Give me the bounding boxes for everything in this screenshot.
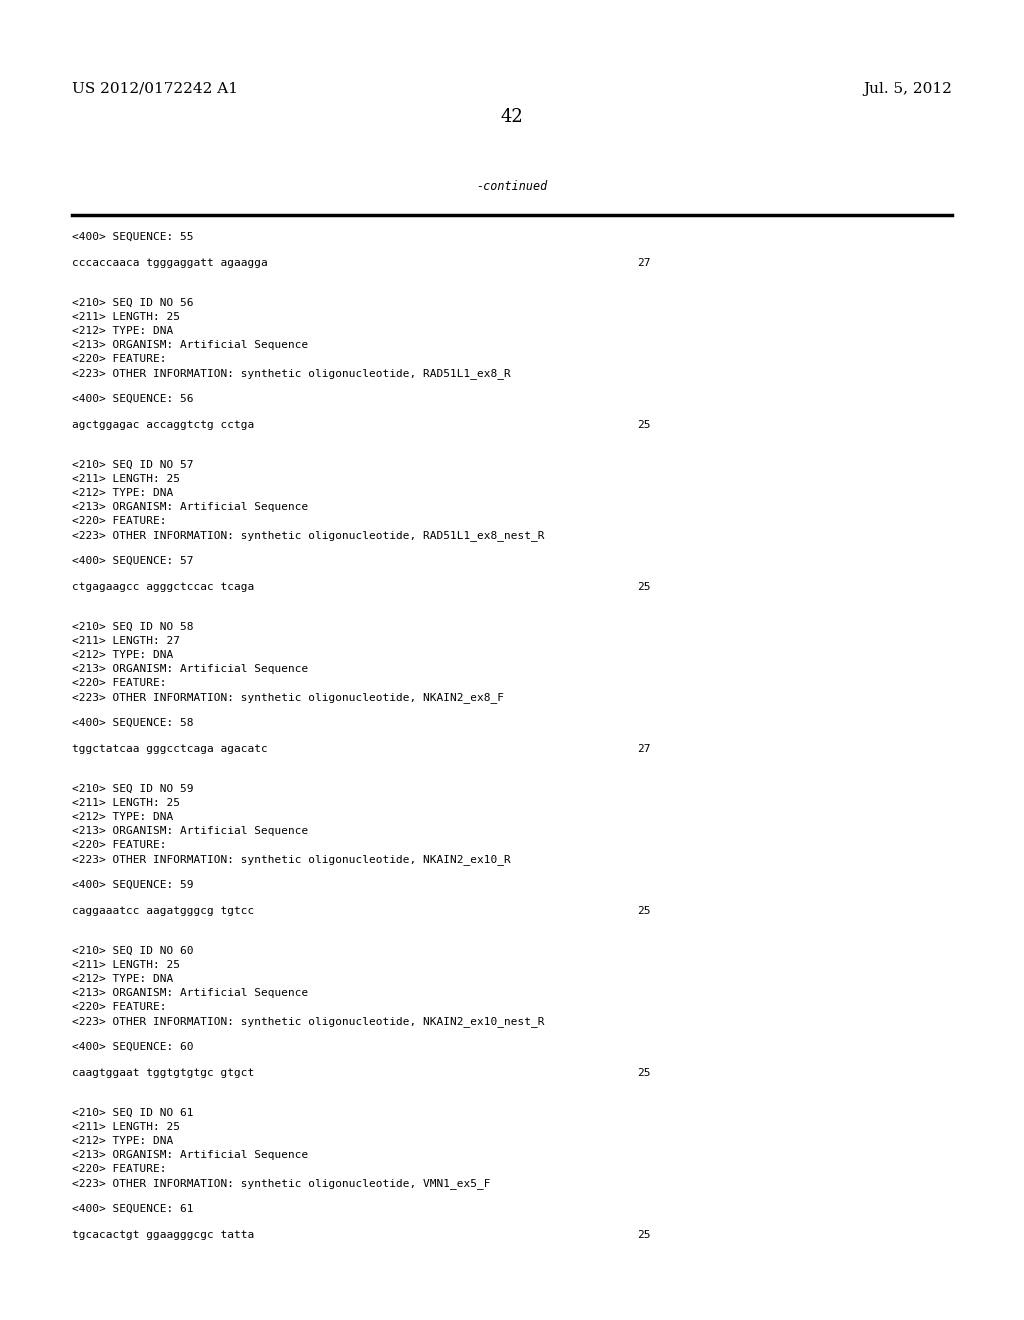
- Text: caagtggaat tggtgtgtgc gtgct: caagtggaat tggtgtgtgc gtgct: [72, 1068, 254, 1078]
- Text: <213> ORGANISM: Artificial Sequence: <213> ORGANISM: Artificial Sequence: [72, 341, 308, 350]
- Text: tgcacactgt ggaagggcgc tatta: tgcacactgt ggaagggcgc tatta: [72, 1230, 254, 1239]
- Text: <211> LENGTH: 27: <211> LENGTH: 27: [72, 636, 180, 645]
- Text: <223> OTHER INFORMATION: synthetic oligonucleotide, NKAIN2_ex8_F: <223> OTHER INFORMATION: synthetic oligo…: [72, 692, 504, 704]
- Text: <210> SEQ ID NO 59: <210> SEQ ID NO 59: [72, 784, 194, 795]
- Text: <210> SEQ ID NO 61: <210> SEQ ID NO 61: [72, 1107, 194, 1118]
- Text: 25: 25: [637, 1230, 650, 1239]
- Text: <220> FEATURE:: <220> FEATURE:: [72, 354, 167, 364]
- Text: <213> ORGANISM: Artificial Sequence: <213> ORGANISM: Artificial Sequence: [72, 502, 308, 512]
- Text: <210> SEQ ID NO 60: <210> SEQ ID NO 60: [72, 946, 194, 956]
- Text: <220> FEATURE:: <220> FEATURE:: [72, 1164, 167, 1173]
- Text: 42: 42: [501, 108, 523, 125]
- Text: <210> SEQ ID NO 56: <210> SEQ ID NO 56: [72, 298, 194, 308]
- Text: 27: 27: [637, 257, 650, 268]
- Text: <211> LENGTH: 25: <211> LENGTH: 25: [72, 960, 180, 970]
- Text: <223> OTHER INFORMATION: synthetic oligonucleotide, NKAIN2_ex10_R: <223> OTHER INFORMATION: synthetic oligo…: [72, 854, 511, 865]
- Text: <212> TYPE: DNA: <212> TYPE: DNA: [72, 488, 173, 498]
- Text: <400> SEQUENCE: 60: <400> SEQUENCE: 60: [72, 1041, 194, 1052]
- Text: <223> OTHER INFORMATION: synthetic oligonucleotide, RAD51L1_ex8_nest_R: <223> OTHER INFORMATION: synthetic oligo…: [72, 531, 545, 541]
- Text: cccaccaaca tgggaggatt agaagga: cccaccaaca tgggaggatt agaagga: [72, 257, 267, 268]
- Text: <223> OTHER INFORMATION: synthetic oligonucleotide, VMN1_ex5_F: <223> OTHER INFORMATION: synthetic oligo…: [72, 1177, 490, 1189]
- Text: <220> FEATURE:: <220> FEATURE:: [72, 678, 167, 688]
- Text: 25: 25: [637, 906, 650, 916]
- Text: <400> SEQUENCE: 57: <400> SEQUENCE: 57: [72, 556, 194, 566]
- Text: -continued: -continued: [476, 180, 548, 193]
- Text: <220> FEATURE:: <220> FEATURE:: [72, 516, 167, 525]
- Text: <211> LENGTH: 25: <211> LENGTH: 25: [72, 312, 180, 322]
- Text: Jul. 5, 2012: Jul. 5, 2012: [863, 82, 952, 96]
- Text: <400> SEQUENCE: 61: <400> SEQUENCE: 61: [72, 1204, 194, 1214]
- Text: <212> TYPE: DNA: <212> TYPE: DNA: [72, 974, 173, 983]
- Text: <213> ORGANISM: Artificial Sequence: <213> ORGANISM: Artificial Sequence: [72, 987, 308, 998]
- Text: <212> TYPE: DNA: <212> TYPE: DNA: [72, 649, 173, 660]
- Text: 25: 25: [637, 582, 650, 591]
- Text: <211> LENGTH: 25: <211> LENGTH: 25: [72, 1122, 180, 1133]
- Text: <211> LENGTH: 25: <211> LENGTH: 25: [72, 474, 180, 484]
- Text: <212> TYPE: DNA: <212> TYPE: DNA: [72, 812, 173, 822]
- Text: caggaaatcc aagatgggcg tgtcc: caggaaatcc aagatgggcg tgtcc: [72, 906, 254, 916]
- Text: <210> SEQ ID NO 57: <210> SEQ ID NO 57: [72, 459, 194, 470]
- Text: <212> TYPE: DNA: <212> TYPE: DNA: [72, 326, 173, 337]
- Text: 27: 27: [637, 744, 650, 754]
- Text: US 2012/0172242 A1: US 2012/0172242 A1: [72, 82, 238, 96]
- Text: <220> FEATURE:: <220> FEATURE:: [72, 1002, 167, 1012]
- Text: <211> LENGTH: 25: <211> LENGTH: 25: [72, 799, 180, 808]
- Text: tggctatcaa gggcctcaga agacatc: tggctatcaa gggcctcaga agacatc: [72, 744, 267, 754]
- Text: <220> FEATURE:: <220> FEATURE:: [72, 840, 167, 850]
- Text: <213> ORGANISM: Artificial Sequence: <213> ORGANISM: Artificial Sequence: [72, 826, 308, 836]
- Text: <400> SEQUENCE: 55: <400> SEQUENCE: 55: [72, 232, 194, 242]
- Text: ctgagaagcc agggctccac tcaga: ctgagaagcc agggctccac tcaga: [72, 582, 254, 591]
- Text: 25: 25: [637, 420, 650, 430]
- Text: agctggagac accaggtctg cctga: agctggagac accaggtctg cctga: [72, 420, 254, 430]
- Text: <213> ORGANISM: Artificial Sequence: <213> ORGANISM: Artificial Sequence: [72, 1150, 308, 1160]
- Text: <213> ORGANISM: Artificial Sequence: <213> ORGANISM: Artificial Sequence: [72, 664, 308, 675]
- Text: <223> OTHER INFORMATION: synthetic oligonucleotide, RAD51L1_ex8_R: <223> OTHER INFORMATION: synthetic oligo…: [72, 368, 511, 379]
- Text: <400> SEQUENCE: 56: <400> SEQUENCE: 56: [72, 393, 194, 404]
- Text: <223> OTHER INFORMATION: synthetic oligonucleotide, NKAIN2_ex10_nest_R: <223> OTHER INFORMATION: synthetic oligo…: [72, 1016, 545, 1027]
- Text: <210> SEQ ID NO 58: <210> SEQ ID NO 58: [72, 622, 194, 632]
- Text: <212> TYPE: DNA: <212> TYPE: DNA: [72, 1137, 173, 1146]
- Text: <400> SEQUENCE: 59: <400> SEQUENCE: 59: [72, 880, 194, 890]
- Text: <400> SEQUENCE: 58: <400> SEQUENCE: 58: [72, 718, 194, 729]
- Text: 25: 25: [637, 1068, 650, 1078]
